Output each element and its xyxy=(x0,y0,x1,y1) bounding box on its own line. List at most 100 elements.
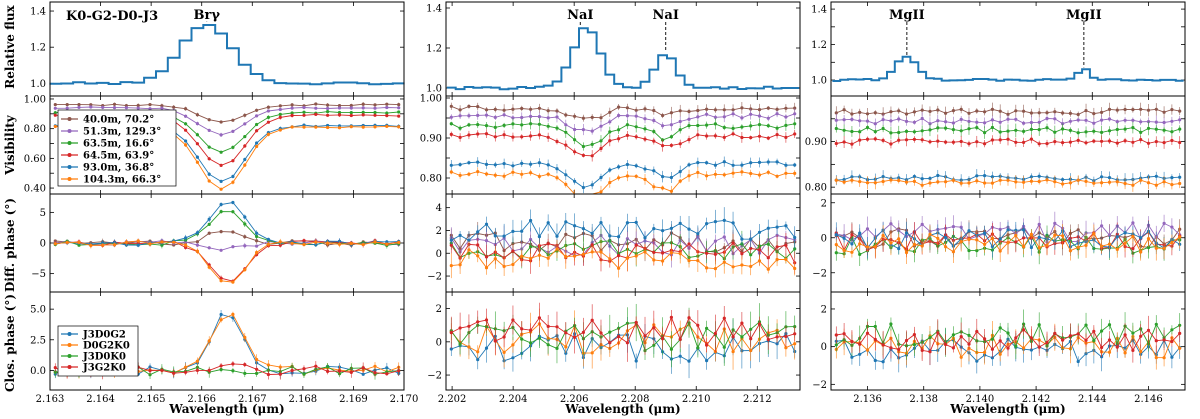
data-point xyxy=(302,242,306,247)
data-point xyxy=(1092,129,1096,133)
data-point xyxy=(842,140,846,144)
data-point xyxy=(231,369,235,373)
data-point xyxy=(537,106,542,110)
series-NaI-vis-5 xyxy=(449,166,797,195)
data-point xyxy=(1178,118,1182,122)
data-point xyxy=(975,249,979,253)
data-point xyxy=(599,250,603,254)
data-point xyxy=(1022,180,1026,184)
data-point xyxy=(858,180,862,184)
data-point xyxy=(687,259,691,263)
ytick-dphi-1: 0 xyxy=(821,233,1185,244)
legend-item-b1: 51.3m, 129.3° xyxy=(61,127,161,138)
xtick-cphi-0: 2.136 xyxy=(853,292,882,405)
data-point xyxy=(904,338,909,343)
xtick-label-1: 2.164 xyxy=(86,394,115,405)
data-point xyxy=(749,237,753,241)
data-point xyxy=(290,368,294,373)
data-point xyxy=(897,347,901,351)
data-point xyxy=(775,342,779,346)
data-point xyxy=(967,127,971,131)
data-point xyxy=(784,224,788,228)
series-line xyxy=(451,171,795,195)
data-point xyxy=(1037,142,1041,146)
data-point xyxy=(696,161,700,165)
data-point xyxy=(669,143,674,147)
data-point xyxy=(1115,345,1119,349)
data-point xyxy=(904,180,909,184)
data-point xyxy=(529,162,533,166)
data-point xyxy=(1092,338,1096,343)
data-point xyxy=(705,326,709,330)
data-point xyxy=(529,122,533,126)
data-point xyxy=(625,237,630,241)
legend-item-b0: 40.0m, 70.2° xyxy=(61,115,154,126)
ylabel-closure-phase: Clos. phase (°) xyxy=(3,294,17,392)
ytick-label-dphi-0: −2 xyxy=(427,272,442,283)
data-point xyxy=(722,125,726,130)
data-point xyxy=(625,256,630,260)
data-point xyxy=(850,117,854,121)
data-point xyxy=(148,103,152,107)
data-point xyxy=(502,234,506,238)
data-point xyxy=(912,130,917,134)
data-point xyxy=(722,260,726,264)
data-point xyxy=(476,243,480,247)
data-point xyxy=(1084,338,1088,342)
data-point xyxy=(1146,181,1151,185)
data-point xyxy=(529,218,533,223)
data-point xyxy=(160,240,164,244)
data-point xyxy=(546,221,550,225)
data-point xyxy=(467,238,471,242)
ytick-label-dphi-2: 5 xyxy=(40,208,46,219)
data-point xyxy=(314,243,318,247)
data-point xyxy=(696,232,700,236)
data-point xyxy=(1107,117,1112,121)
data-point xyxy=(278,243,282,247)
data-point xyxy=(757,230,762,234)
data-point xyxy=(1115,120,1119,124)
data-point xyxy=(458,173,462,177)
data-point xyxy=(1022,346,1026,350)
data-point xyxy=(1162,246,1166,250)
data-point xyxy=(385,240,389,244)
data-point xyxy=(1162,141,1166,145)
legend-label-b3: 64.5m, 63.9° xyxy=(83,151,154,162)
data-point xyxy=(1131,348,1135,352)
data-point xyxy=(537,122,542,126)
data-point xyxy=(983,181,987,185)
data-point xyxy=(757,173,762,177)
data-point xyxy=(1029,348,1033,352)
axes-frame-NaI-vis xyxy=(445,95,801,195)
data-point xyxy=(990,181,995,185)
data-point xyxy=(1084,130,1088,134)
data-point xyxy=(184,370,188,374)
data-point xyxy=(834,233,838,237)
ytick-label-cphi-2: 5.0 xyxy=(30,305,46,316)
data-point xyxy=(669,189,674,193)
data-point xyxy=(920,222,924,226)
data-point xyxy=(195,359,199,363)
data-point xyxy=(564,255,568,259)
data-point xyxy=(920,108,924,112)
data-point xyxy=(219,187,223,191)
data-point xyxy=(219,210,223,214)
data-point xyxy=(1022,109,1026,113)
data-point xyxy=(625,106,630,110)
data-point xyxy=(207,179,211,183)
data-point xyxy=(784,243,788,247)
data-point xyxy=(207,246,211,250)
data-point xyxy=(740,170,744,174)
data-point xyxy=(326,241,330,245)
data-point xyxy=(397,103,401,107)
data-point xyxy=(740,106,744,110)
data-point xyxy=(904,129,909,133)
data-point xyxy=(231,280,235,284)
data-point xyxy=(564,173,568,177)
data-point xyxy=(599,139,603,143)
data-point xyxy=(484,124,489,128)
data-point xyxy=(766,256,770,260)
data-point xyxy=(775,174,779,178)
data-point xyxy=(326,103,330,107)
data-point xyxy=(625,123,630,127)
